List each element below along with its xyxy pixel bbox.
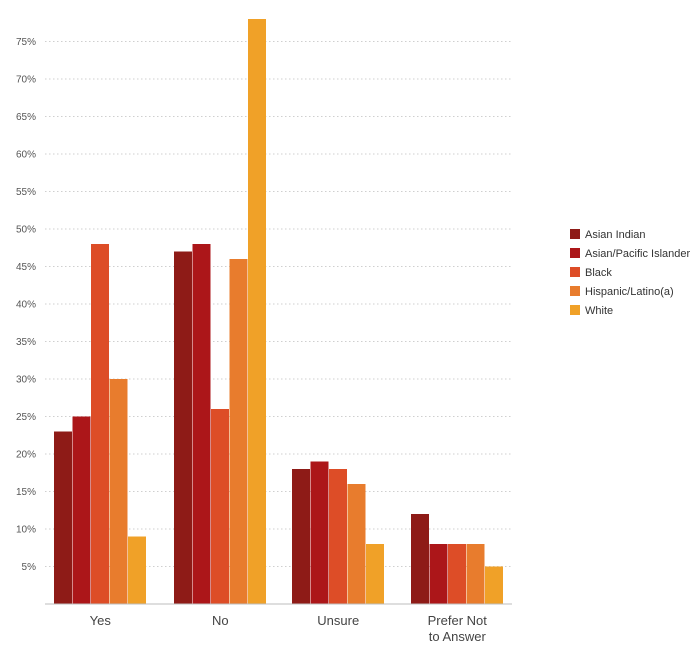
x-tick-label: Yes <box>90 613 112 628</box>
legend-swatch <box>570 248 580 258</box>
bar-black-unsure <box>329 469 347 604</box>
bar-hispanic-latino-a--yes <box>109 379 128 604</box>
legend-label: Asian/Pacific Islander <box>585 248 690 260</box>
bar-white-prefer-not-to-answer <box>485 566 503 604</box>
legend-label: White <box>585 305 613 317</box>
bar-black-no <box>211 409 229 604</box>
x-tick-label: No <box>212 613 229 628</box>
y-tick-label: 30% <box>16 375 36 386</box>
bar-asian-indian-no <box>174 251 192 604</box>
bar-white-unsure <box>366 544 384 604</box>
y-tick-label: 75% <box>16 37 36 48</box>
legend-item: White <box>570 305 613 317</box>
bar-hispanic-latino-a--prefer-not-to-answer <box>466 544 485 604</box>
y-axis-ticks: 5% 10% 15% 20% 25% 30% 35% 40% 45% 50% 55% 60% 65% 70… <box>16 37 36 573</box>
y-tick-label: 15% <box>16 487 36 498</box>
y-tick-label: 60% <box>16 150 36 161</box>
bar-black-yes <box>91 244 109 604</box>
y-tick-label: 55% <box>16 187 36 198</box>
bars <box>54 19 503 604</box>
x-tick-label: Prefer Not to Answer <box>428 613 488 644</box>
bar-white-yes <box>128 536 146 604</box>
legend-swatch <box>570 305 580 315</box>
legend-item: Asian Indian <box>570 229 646 241</box>
bar-hispanic-latino-a--no <box>229 259 248 604</box>
legend-swatch <box>570 286 580 296</box>
y-tick-label: 10% <box>16 525 36 536</box>
y-tick-label: 40% <box>16 300 36 311</box>
bar-asian-pacific-islander-unsure <box>310 461 329 604</box>
y-tick-label: 50% <box>16 225 36 236</box>
bar-asian-pacific-islander-prefer-not-to-answer <box>429 544 448 604</box>
bar-black-prefer-not-to-answer <box>448 544 466 604</box>
y-tick-label: 35% <box>16 337 36 348</box>
x-axis-categories: Yes No Unsure Prefer Not to Answer <box>90 613 488 644</box>
bar-hispanic-latino-a--unsure <box>347 484 366 604</box>
y-tick-label: 45% <box>16 262 36 273</box>
legend-label: Black <box>585 267 612 279</box>
bar-asian-indian-unsure <box>292 469 310 604</box>
bar-asian-pacific-islander-no <box>192 244 211 604</box>
y-tick-label: 65% <box>16 112 36 123</box>
legend-label: Hispanic/Latino(a) <box>585 286 674 298</box>
y-tick-label: 25% <box>16 412 36 423</box>
x-tick-label: Unsure <box>317 613 359 628</box>
legend: Asian Indian Asian/Pacific Islander Black H… <box>570 229 690 317</box>
legend-label: Asian Indian <box>585 229 646 241</box>
gridlines <box>45 41 512 567</box>
bar-asian-indian-prefer-not-to-answer <box>411 514 429 604</box>
legend-swatch <box>570 229 580 239</box>
bar-asian-pacific-islander-yes <box>72 416 91 604</box>
legend-item: Asian/Pacific Islander <box>570 248 690 260</box>
y-tick-label: 70% <box>16 75 36 86</box>
legend-item: Black <box>570 267 612 279</box>
legend-item: Hispanic/Latino(a) <box>570 286 674 298</box>
legend-swatch <box>570 267 580 277</box>
y-tick-label: 5% <box>22 562 37 573</box>
y-tick-label: 20% <box>16 450 36 461</box>
bar-asian-indian-yes <box>54 431 72 604</box>
bar-white-no <box>248 19 266 604</box>
